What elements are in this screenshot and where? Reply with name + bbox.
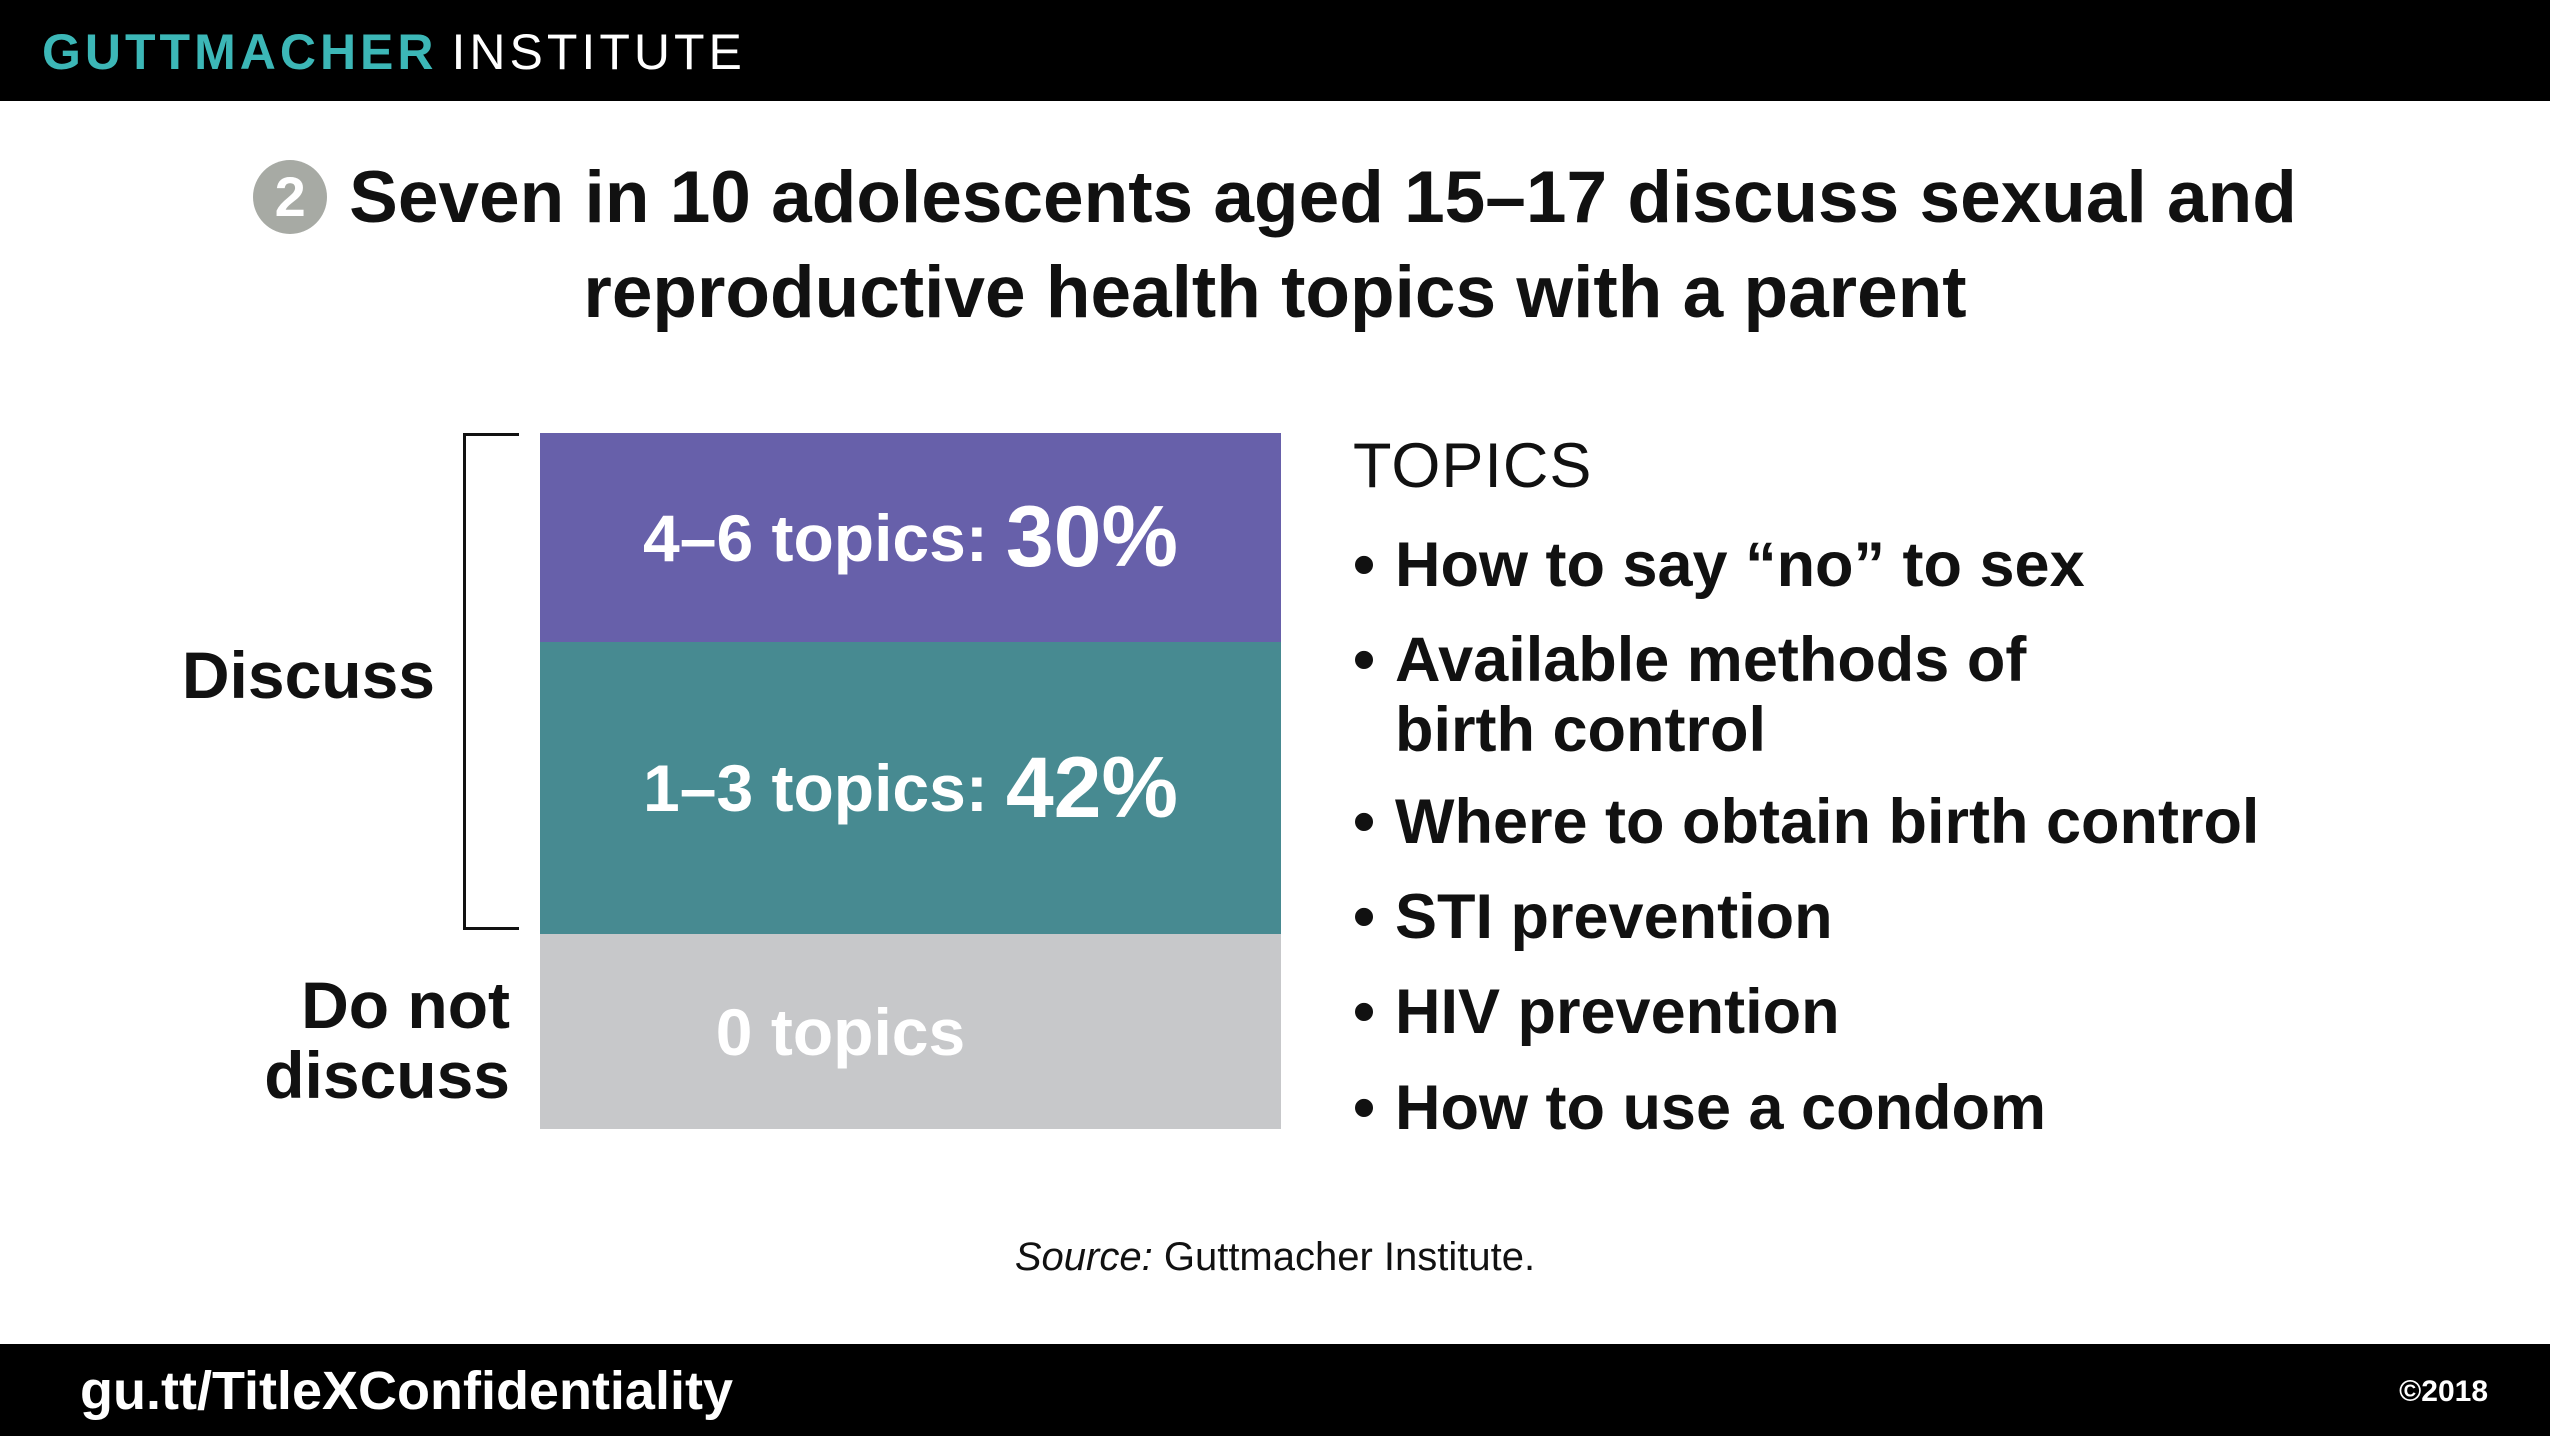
title-line-2: reproductive health topics with a parent xyxy=(583,252,1967,333)
brand-logo[interactable]: GUTTMACHER INSTITUTE xyxy=(42,24,746,80)
segment-label: 1–3 topics: xyxy=(643,751,988,825)
bullet-icon: • xyxy=(1353,787,1376,857)
bullet-icon: • xyxy=(1353,1073,1376,1143)
segment-0-topics: 0 topics xyxy=(540,934,1281,1129)
brand-name-secondary: INSTITUTE xyxy=(451,24,746,80)
segment-value-label: 30% xyxy=(1005,489,1178,585)
topic-text: HIV prevention xyxy=(1395,977,1840,1047)
title-line-1: Seven in 10 adolescents aged 15–17 discu… xyxy=(349,157,2297,238)
topic-item: • Available methods of birth control xyxy=(1353,625,2503,765)
topic-item: • STI prevention xyxy=(1353,882,2503,952)
bullet-icon: • xyxy=(1353,625,1376,695)
segment-1-3-topics: 1–3 topics: 42% xyxy=(540,642,1281,934)
topics-heading: TOPICS xyxy=(1353,431,1593,501)
topic-item: • How to say “no” to sex xyxy=(1353,530,2503,600)
not-discuss-line-2: discuss xyxy=(264,1038,510,1112)
bullet-icon: • xyxy=(1353,977,1376,1047)
header-bar: GUTTMACHER INSTITUTE xyxy=(0,0,2550,101)
slide-number-badge: 2 xyxy=(253,160,328,234)
not-discuss-group-label: Do not discuss xyxy=(150,970,510,1110)
bullet-icon: • xyxy=(1353,882,1376,952)
topic-item: • HIV prevention xyxy=(1353,977,2503,1047)
chart-title: 2 Seven in 10 adolescents aged 15–17 disc… xyxy=(150,150,2400,340)
source-note: Source: Guttmacher Institute. xyxy=(0,1235,2550,1280)
topic-text: How to say “no” to sex xyxy=(1395,530,2085,600)
source-label: Source: xyxy=(1014,1235,1153,1279)
topic-item: • How to use a condom xyxy=(1353,1073,2503,1143)
topic-text: How to use a condom xyxy=(1395,1073,2047,1143)
stacked-bar: 4–6 topics: 30% 1–3 topics: 42% 0 topics xyxy=(540,433,1281,1129)
copyright-text: ©2018 xyxy=(2399,1375,2488,1408)
not-discuss-line-1: Do not xyxy=(301,968,510,1042)
footer-url-link[interactable]: gu.tt/TitleXConfidentiality xyxy=(80,1361,733,1421)
topic-text: Where to obtain birth control xyxy=(1395,787,2260,857)
discuss-bracket xyxy=(463,433,519,930)
topic-text: STI prevention xyxy=(1395,882,1833,952)
topic-item: • Where to obtain birth control xyxy=(1353,787,2503,857)
segment-4-6-topics: 4–6 topics: 30% xyxy=(540,433,1281,642)
discuss-group-label: Discuss xyxy=(181,638,435,712)
topic-text-line-2: birth control xyxy=(1395,695,1766,765)
topic-text: Available methods of xyxy=(1395,625,2027,695)
source-text: Guttmacher Institute. xyxy=(1163,1235,1536,1279)
brand-name-primary: GUTTMACHER xyxy=(42,24,438,80)
segment-label: 0 topics xyxy=(715,994,966,1069)
segment-value-label: 42% xyxy=(1005,739,1178,836)
bullet-icon: • xyxy=(1353,530,1376,600)
footer-bar: gu.tt/TitleXConfidentiality ©2018 xyxy=(0,1344,2550,1436)
segment-label: 4–6 topics: xyxy=(643,500,988,575)
